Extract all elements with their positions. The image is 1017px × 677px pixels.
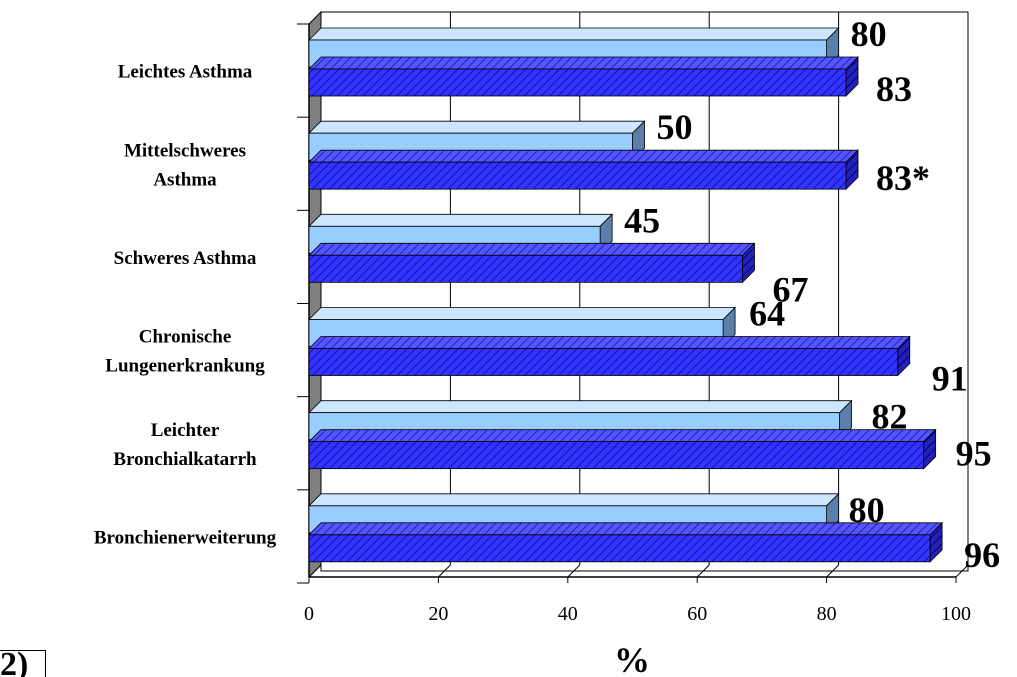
x-tick-label: 60 (687, 603, 707, 625)
bar-top-face (308, 522, 944, 536)
bar-front-face (308, 161, 847, 190)
bar-top-face (308, 429, 937, 443)
corner-fragment: 2) (0, 650, 46, 677)
data-label-series-1: 50 (657, 107, 693, 147)
x-tick-label: 100 (941, 603, 971, 625)
bar-series-1 (308, 306, 737, 348)
category-label: Bronchienerweiterung (94, 527, 277, 548)
bar-series-2 (308, 428, 937, 470)
bar-front-face (308, 254, 743, 283)
bar-series-2 (308, 56, 859, 97)
bar-top-face (308, 213, 614, 227)
category-label: Lungenerkrankung (105, 356, 265, 377)
x-tick-label: 80 (817, 603, 837, 625)
bar-top-face (308, 400, 853, 414)
data-label-series-2: 83 (876, 69, 912, 109)
data-label-series-1: 82 (872, 397, 908, 437)
bar-top-face (308, 120, 646, 134)
data-label-series-2: 91 (932, 359, 968, 399)
bars (308, 27, 944, 563)
data-label-series-2: 95 (956, 434, 992, 474)
x-axis-title: % (614, 640, 650, 677)
x-tick-label: 40 (558, 603, 578, 625)
bar-front-face (308, 534, 931, 563)
side-wall (308, 10, 322, 579)
bar-top-face (308, 56, 859, 70)
bar-front-face (308, 348, 899, 376)
data-label-series-1: 64 (749, 294, 785, 334)
bar-series-2 (308, 521, 944, 563)
category-labels: Leichtes Asthma Mittelschweres Asthma Schwe… (94, 62, 277, 549)
bar-front-face (308, 68, 847, 97)
bar-top-face (308, 27, 840, 41)
bar-series-2 (308, 242, 756, 284)
bar-top-face (308, 307, 737, 320)
data-label-series-1: 45 (624, 200, 660, 240)
data-label-series-1: 80 (849, 490, 885, 530)
bar-series-2 (308, 149, 859, 191)
category-label: Asthma (153, 169, 217, 190)
x-tick-label: 0 (304, 603, 314, 625)
bar-top-face (308, 336, 911, 349)
data-label-series-2: 67 (772, 269, 808, 309)
data-label-series-2: 83* (876, 158, 930, 198)
category-label: Bronchialkatarrh (113, 449, 257, 470)
bar-front-face (308, 441, 925, 470)
plot-back-frame (320, 11, 969, 572)
bar-series-2 (308, 335, 911, 377)
category-label: Mittelschweres (124, 140, 246, 161)
x-tick-label: 20 (428, 603, 448, 625)
x-tick-labels: 0 20 40 60 80 100 (304, 603, 971, 625)
bar-top-face (308, 149, 859, 163)
category-label: Schweres Asthma (114, 248, 257, 269)
data-label-series-2: 96 (964, 535, 1000, 575)
category-label: Leichtes Asthma (118, 62, 253, 83)
data-label-series-1: 80 (851, 14, 887, 54)
bar-top-face (308, 493, 840, 507)
category-label: Chronische (139, 327, 232, 348)
bar-top-face (308, 242, 756, 256)
category-label: Leichter (151, 420, 220, 441)
